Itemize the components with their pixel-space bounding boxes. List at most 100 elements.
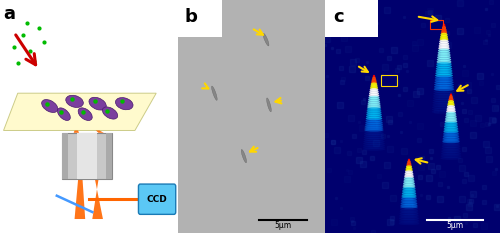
Ellipse shape — [446, 110, 456, 113]
Ellipse shape — [406, 164, 412, 167]
Ellipse shape — [442, 139, 460, 141]
Ellipse shape — [444, 122, 458, 125]
Ellipse shape — [399, 217, 419, 220]
Ellipse shape — [442, 28, 446, 32]
Ellipse shape — [404, 174, 413, 177]
Ellipse shape — [403, 184, 415, 187]
Ellipse shape — [58, 108, 70, 120]
Text: c: c — [334, 8, 344, 27]
Ellipse shape — [404, 180, 414, 183]
Ellipse shape — [442, 147, 460, 150]
Bar — [62, 133, 112, 179]
Ellipse shape — [446, 113, 456, 116]
Ellipse shape — [444, 123, 458, 127]
Ellipse shape — [368, 103, 380, 107]
Ellipse shape — [446, 112, 456, 115]
Ellipse shape — [438, 44, 450, 48]
Ellipse shape — [439, 42, 449, 46]
Ellipse shape — [42, 99, 58, 113]
Ellipse shape — [366, 115, 382, 118]
Text: CCD: CCD — [146, 195, 168, 204]
Ellipse shape — [443, 134, 459, 137]
Ellipse shape — [444, 125, 458, 128]
Ellipse shape — [448, 100, 454, 103]
Ellipse shape — [372, 75, 376, 78]
Ellipse shape — [102, 107, 118, 119]
Ellipse shape — [370, 84, 378, 88]
Ellipse shape — [445, 117, 457, 120]
Ellipse shape — [402, 190, 416, 193]
Ellipse shape — [446, 107, 456, 110]
Ellipse shape — [450, 93, 452, 96]
Ellipse shape — [364, 132, 384, 136]
Ellipse shape — [403, 182, 415, 185]
Ellipse shape — [400, 207, 418, 210]
Ellipse shape — [367, 105, 381, 109]
Ellipse shape — [364, 134, 384, 137]
Ellipse shape — [442, 26, 446, 30]
Ellipse shape — [449, 95, 453, 98]
Ellipse shape — [405, 170, 413, 173]
Ellipse shape — [367, 107, 381, 111]
Polygon shape — [96, 130, 104, 133]
Ellipse shape — [402, 187, 415, 190]
Ellipse shape — [366, 121, 382, 124]
Text: a: a — [4, 5, 16, 23]
Polygon shape — [92, 179, 103, 219]
Ellipse shape — [445, 119, 457, 121]
Ellipse shape — [442, 137, 460, 140]
Ellipse shape — [401, 200, 417, 203]
Ellipse shape — [441, 154, 461, 157]
Ellipse shape — [368, 102, 380, 105]
Ellipse shape — [364, 128, 384, 132]
Ellipse shape — [436, 65, 452, 69]
Ellipse shape — [440, 155, 462, 158]
Ellipse shape — [444, 130, 458, 133]
Polygon shape — [74, 179, 85, 219]
Ellipse shape — [433, 94, 455, 98]
Ellipse shape — [441, 30, 447, 34]
Ellipse shape — [442, 142, 460, 145]
Bar — [325, 0, 378, 37]
Ellipse shape — [372, 77, 376, 80]
Ellipse shape — [401, 197, 417, 200]
Ellipse shape — [402, 195, 416, 198]
Ellipse shape — [438, 46, 450, 50]
Ellipse shape — [436, 69, 452, 73]
Ellipse shape — [440, 39, 448, 43]
Ellipse shape — [368, 94, 380, 97]
Ellipse shape — [446, 108, 456, 111]
Ellipse shape — [404, 179, 414, 182]
Bar — [62, 133, 68, 179]
Ellipse shape — [366, 111, 382, 114]
Ellipse shape — [400, 202, 417, 205]
Ellipse shape — [363, 144, 385, 147]
Ellipse shape — [402, 185, 415, 188]
Ellipse shape — [89, 97, 106, 110]
Ellipse shape — [241, 149, 246, 163]
Ellipse shape — [441, 152, 461, 155]
Ellipse shape — [435, 74, 453, 78]
Ellipse shape — [404, 175, 414, 178]
Ellipse shape — [400, 204, 417, 207]
Ellipse shape — [448, 97, 454, 100]
Ellipse shape — [404, 177, 414, 180]
Ellipse shape — [444, 120, 458, 123]
Ellipse shape — [442, 140, 460, 143]
Polygon shape — [4, 93, 156, 130]
Ellipse shape — [362, 147, 386, 151]
Ellipse shape — [441, 150, 461, 153]
Ellipse shape — [448, 102, 454, 105]
Ellipse shape — [366, 117, 382, 120]
Ellipse shape — [363, 142, 385, 145]
Bar — [178, 0, 222, 37]
Text: 5μm: 5μm — [446, 220, 463, 230]
Ellipse shape — [402, 189, 416, 192]
Text: 5μm: 5μm — [274, 220, 291, 230]
Ellipse shape — [398, 221, 419, 223]
Ellipse shape — [436, 71, 452, 75]
Ellipse shape — [407, 160, 411, 163]
Ellipse shape — [402, 194, 416, 197]
Ellipse shape — [368, 98, 380, 101]
Ellipse shape — [398, 222, 419, 225]
